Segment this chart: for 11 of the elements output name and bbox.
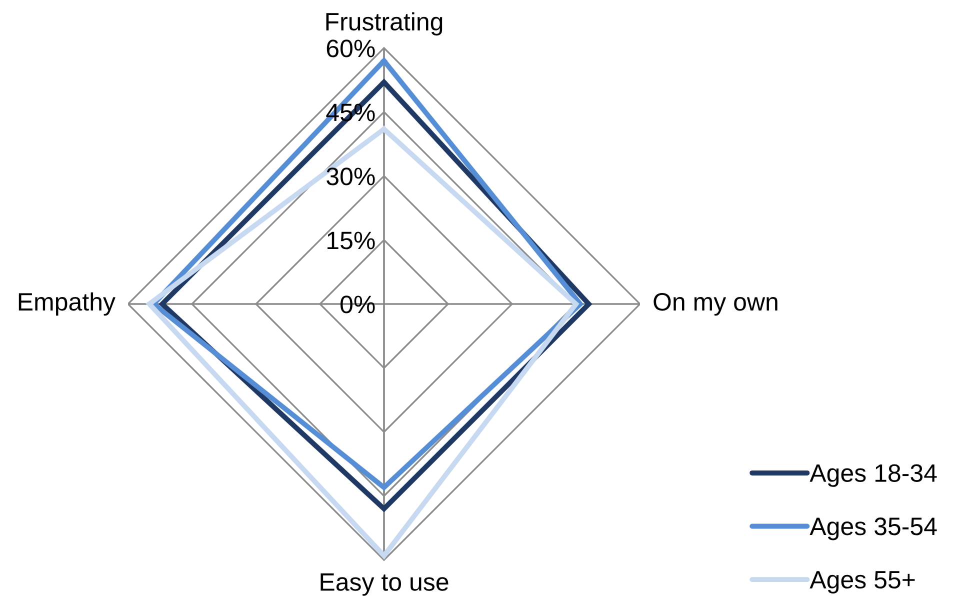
y-tick-label: 15%: [328, 232, 375, 250]
spoke-label: Empathy: [18, 292, 116, 316]
legend-label: Ages 55+: [810, 571, 915, 594]
y-tick-label: 30%: [326, 168, 375, 186]
y-tick-label: 60%: [326, 40, 375, 58]
spoke-label: Easy to use: [320, 573, 448, 596]
legend-label: Ages 18-34: [810, 464, 937, 487]
y-tick-label: 0%: [340, 296, 375, 314]
spoke-label: On my own: [654, 293, 778, 316]
legend-label: Ages 35-54: [810, 518, 937, 540]
spoke-label: Frustrating: [326, 12, 442, 36]
